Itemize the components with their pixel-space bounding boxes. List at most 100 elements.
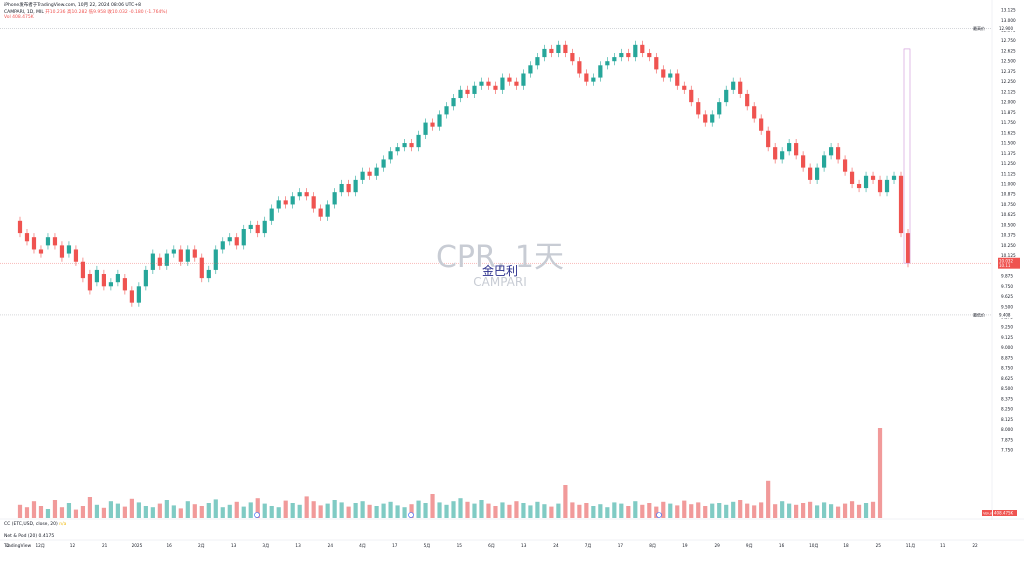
- volume-bar: [192, 504, 197, 518]
- volume-bar: [318, 505, 323, 518]
- candle-body: [192, 249, 197, 258]
- volume-bar: [801, 503, 806, 518]
- volume-legend[interactable]: Vol 408.475K: [4, 15, 34, 20]
- x-tick-label: 22: [972, 543, 978, 548]
- candle-body: [717, 102, 722, 115]
- volume-bar: [227, 504, 232, 518]
- y-tick-label: 9.125: [1001, 335, 1013, 340]
- last-price-label-bg: [998, 257, 1020, 264]
- candle-body: [381, 159, 386, 168]
- candle-body: [479, 81, 484, 86]
- candle-body: [745, 93, 750, 107]
- volume-bar: [598, 504, 603, 518]
- volume-bar: [409, 504, 414, 518]
- volume-bar: [381, 503, 386, 518]
- x-tick-label: 19: [682, 543, 688, 548]
- candle-body: [101, 274, 107, 287]
- volume-bar: [766, 480, 771, 518]
- volume-bar: [185, 501, 190, 518]
- candle-body: [269, 208, 274, 221]
- high-price-label: 12.900: [999, 26, 1013, 31]
- event-marker-icon[interactable]: [408, 512, 414, 518]
- watermark-name-en: CAMPARI: [473, 275, 527, 289]
- volume-bar: [311, 501, 316, 518]
- candle-body: [255, 224, 260, 234]
- indicator-cc-label: CC (ETC,USD, close, 20): [4, 522, 58, 527]
- ohlc-values: 开10.236 高10.282 低9.958 收10.032 -0.180 (-…: [45, 10, 168, 15]
- volume-bar: [423, 503, 428, 518]
- volume-bar: [444, 504, 449, 518]
- volume-axis-label: Volume: [983, 512, 997, 516]
- y-tick-label: 8.000: [1001, 427, 1013, 432]
- candle-body: [738, 81, 743, 94]
- symbol-legend[interactable]: CAMPARI, 1D, MIL 开10.236 高10.282 低9.958 …: [4, 9, 167, 15]
- indicator-cc[interactable]: CC (ETC,USD, close, 20) n/a: [4, 522, 66, 527]
- volume-bar: [171, 505, 176, 518]
- volume-bar: [374, 506, 379, 518]
- volume-bar: [591, 506, 596, 518]
- y-tick-label: 13.125: [1001, 8, 1016, 13]
- y-tick-label: 9.000: [1001, 345, 1013, 350]
- y-tick-label: 12.375: [1001, 69, 1016, 74]
- candle-body: [423, 122, 428, 135]
- candle-body: [612, 57, 617, 62]
- x-tick-label: 17: [392, 543, 398, 548]
- candle-body: [801, 155, 806, 168]
- volume-bar: [724, 504, 729, 518]
- volume-bar: [821, 502, 827, 518]
- y-tick-label: 9.750: [1001, 284, 1013, 289]
- x-tick-label: 18: [843, 543, 849, 548]
- volume-bar: [570, 502, 575, 518]
- countdown-label: 10.11: [999, 263, 1011, 268]
- event-marker-icon[interactable]: [656, 512, 662, 518]
- x-tick-label: 3月: [262, 543, 269, 549]
- projection-box: [903, 48, 911, 264]
- candle-body: [199, 257, 204, 279]
- candle-body: [682, 85, 687, 90]
- candle-body: [675, 73, 680, 86]
- candle-body: [759, 118, 764, 131]
- volume-bar: [115, 503, 120, 518]
- candle-body: [150, 253, 155, 270]
- volume-bar: [332, 500, 337, 518]
- volume-bar: [479, 500, 484, 518]
- x-tick-label: 2025: [132, 543, 143, 548]
- candle-body: [842, 159, 848, 172]
- candle-body: [171, 249, 176, 254]
- y-tick-label: 9.500: [1001, 304, 1013, 309]
- candle-body: [66, 245, 72, 254]
- event-marker-icon[interactable]: [254, 512, 260, 518]
- candle-body: [346, 183, 351, 193]
- candle-body: [45, 237, 51, 246]
- volume-bar: [108, 501, 113, 518]
- volume-bar: [346, 506, 351, 518]
- candle-body: [31, 237, 37, 250]
- y-tick-label: 10.625: [1001, 212, 1016, 217]
- volume-bar: [80, 506, 86, 518]
- volume-bar: [619, 503, 624, 518]
- y-tick-label: 10.500: [1001, 222, 1016, 227]
- y-tick-label: 8.250: [1001, 407, 1013, 412]
- volume-bar: [507, 504, 512, 518]
- candle-body: [458, 89, 463, 99]
- candle-body: [528, 65, 533, 74]
- candle-body: [668, 73, 673, 78]
- volume-bar: [304, 496, 309, 518]
- high-price-label-caption: 最高价: [973, 25, 985, 31]
- tradingview-logo[interactable]: TradingView: [4, 544, 32, 549]
- publish-line: iPhone发布者于TradingView.com, 10月 22, 2024 …: [4, 3, 141, 8]
- candle-body: [647, 53, 652, 58]
- volume-bar: [129, 498, 134, 518]
- indicator-net[interactable]: Net & Pod (20) 0.4175: [4, 534, 55, 539]
- candle-body: [521, 73, 526, 86]
- candle-body: [626, 53, 631, 58]
- volume-bar: [472, 503, 477, 518]
- y-tick-label: 9.625: [1001, 294, 1013, 299]
- volume-bar: [199, 506, 204, 518]
- candle-body: [52, 237, 58, 246]
- candle-body: [472, 85, 477, 94]
- volume-bar: [486, 503, 491, 518]
- candle-body: [17, 220, 23, 234]
- candle-body: [493, 85, 498, 90]
